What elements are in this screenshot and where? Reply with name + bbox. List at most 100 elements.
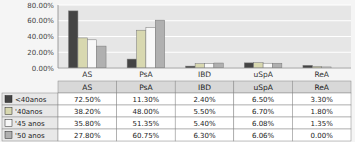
- table-value: 2.40%: [193, 96, 216, 104]
- bar: [69, 11, 78, 68]
- bar: [254, 63, 263, 68]
- bar: [97, 46, 106, 68]
- table-cell: [58, 105, 117, 117]
- table-value: 5.50%: [193, 108, 216, 116]
- plot-background: [58, 5, 351, 68]
- legend-label: '50 anos: [15, 132, 45, 140]
- y-tick-label: 20.00%: [27, 49, 54, 57]
- table-cell: [117, 105, 176, 117]
- table-cell: [117, 129, 176, 141]
- y-tick-label: 80.00%: [27, 2, 54, 10]
- table-value: 1.80%: [311, 108, 334, 116]
- bar: [272, 63, 281, 68]
- table-cell: [292, 93, 351, 105]
- table-row-label-cell: [2, 93, 58, 105]
- table-corner: [2, 81, 58, 93]
- data-table: AS PsA IBD uSpA ReA <40anos 72.50% 11.30% 2.40% 6…: [2, 81, 351, 141]
- legend-swatch: [5, 132, 12, 139]
- table-cell: [58, 129, 117, 141]
- page: {"chart_data": {"type": "bar", "categori…: [0, 0, 355, 142]
- table-cell: [175, 117, 234, 129]
- table-row-label-cell: [2, 129, 58, 141]
- bar: [195, 64, 204, 68]
- bar: [87, 40, 96, 68]
- table-value: 35.80%: [74, 120, 101, 128]
- table-value: 1.35%: [311, 120, 334, 128]
- x-axis-line: [58, 68, 351, 69]
- table-cell: [292, 105, 351, 117]
- table-cell: [175, 105, 234, 117]
- table-value: 3.30%: [311, 96, 334, 104]
- y-tick-label: 60.00%: [27, 17, 54, 25]
- legend-swatch: [5, 108, 12, 115]
- y-axis: 0.00%20.00%40.00%60.00%80.00%: [27, 2, 351, 73]
- x-tick-label: PsA: [139, 70, 153, 79]
- table-cell: [234, 117, 293, 129]
- grid-line: [58, 20, 351, 21]
- bar: [155, 20, 164, 68]
- table-value: 5.40%: [193, 120, 216, 128]
- bar: [244, 63, 253, 68]
- table-header-text: ReA: [314, 83, 329, 92]
- legend-swatch: [5, 96, 12, 103]
- table-cell: [175, 129, 234, 141]
- table-cell: [292, 117, 351, 129]
- table-cell: [117, 93, 176, 105]
- grid-line: [58, 68, 351, 69]
- table-header-text: IBD: [198, 83, 211, 92]
- table-row-label-cell: [2, 117, 58, 129]
- chart: 0.00% 20.00% 40.00% 60.00% 80.00% AS PsA IBD uSp…: [0, 0, 355, 142]
- table-cell: [58, 93, 117, 105]
- table-header-cell: [58, 81, 117, 93]
- table-value: 72.50%: [74, 96, 101, 104]
- table-header-text: PsA: [139, 83, 153, 92]
- legend-label: '40anos: [15, 108, 43, 116]
- table-cell: [234, 129, 293, 141]
- table-header-cell: [234, 81, 293, 93]
- table-row-label-cell: [2, 105, 58, 117]
- table-value: 6.70%: [252, 108, 275, 116]
- table-cell: [234, 93, 293, 105]
- table-header-cell: [292, 81, 351, 93]
- bar: [263, 63, 272, 68]
- table-value: 60.75%: [133, 132, 160, 140]
- table-cell: [234, 105, 293, 117]
- table-value: 27.80%: [74, 132, 101, 140]
- bar: [214, 63, 223, 68]
- table-value: 51.35%: [133, 120, 160, 128]
- table-value: 38.20%: [74, 108, 101, 116]
- table-cell: [292, 129, 351, 141]
- bar: [146, 28, 155, 68]
- table-value: 6.08%: [252, 120, 275, 128]
- legend-swatch: [5, 120, 12, 127]
- table-value: 11.30%: [133, 96, 160, 104]
- table-header-text: AS: [82, 83, 92, 92]
- bar: [78, 38, 87, 68]
- table-cell: [175, 93, 234, 105]
- table-value: 48.00%: [133, 108, 160, 116]
- bar: [137, 30, 146, 68]
- y-tick-label: 40.00%: [27, 33, 54, 41]
- x-tick-label: uSpA: [253, 70, 273, 79]
- bar: [127, 59, 136, 68]
- table-cell: [117, 117, 176, 129]
- x-tick-label: AS: [82, 70, 92, 79]
- table-value: 0.00%: [311, 132, 334, 140]
- grid-line: [58, 36, 351, 37]
- table-value: 6.06%: [252, 132, 275, 140]
- x-axis: AS PsA IBD uSpA ReA: [82, 70, 330, 79]
- x-tick-label: IBD: [198, 70, 211, 79]
- table-header-cell: [175, 81, 234, 93]
- table-value: 6.30%: [193, 132, 216, 140]
- legend-label: <40anos: [15, 96, 47, 104]
- legend-label: '45 anos: [15, 120, 45, 128]
- x-tick-label: ReA: [314, 70, 329, 79]
- table-header-text: uSpA: [253, 83, 273, 92]
- grid-line: [58, 5, 351, 6]
- table-cell: [58, 117, 117, 129]
- table-value: 6.50%: [252, 96, 275, 104]
- table-header-cell: [117, 81, 176, 93]
- bar: [205, 64, 214, 68]
- bars: [69, 11, 332, 68]
- y-axis-line: [58, 5, 59, 68]
